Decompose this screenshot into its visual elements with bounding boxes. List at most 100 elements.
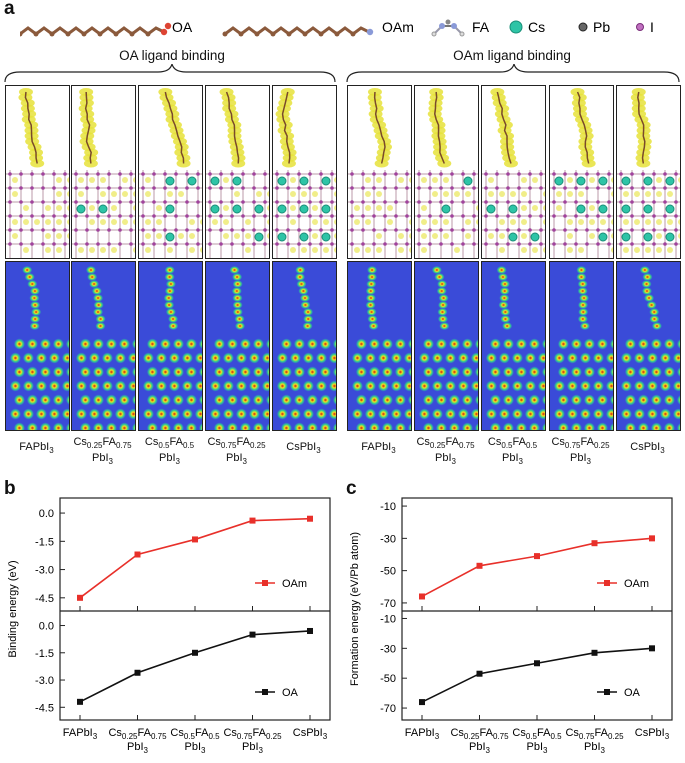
chart-c: Formation energy (eV/Pb atom) -10 -30 -50 -7… — [349, 497, 673, 755]
data-point-oa — [419, 699, 425, 706]
y-tick-label: -10 — [380, 613, 396, 625]
y-tick-label: -30 — [380, 643, 396, 655]
group-title-oam: OAm ligand binding — [453, 48, 571, 63]
data-point-oam — [534, 553, 540, 560]
structure-model — [138, 85, 203, 259]
y-tick-label: -50 — [380, 673, 396, 685]
composition-label: Cs0.25FA0.75 PbI3 — [416, 436, 475, 467]
legend-cs: Cs — [528, 19, 545, 35]
y-tick-label: 0.0 — [39, 621, 54, 633]
data-point-oa — [591, 649, 598, 656]
structure-model — [205, 85, 270, 259]
structure-model — [347, 85, 412, 259]
y-tick-label: 0.0 — [39, 508, 54, 520]
x-tick-label: FAPbI3 — [405, 727, 440, 741]
group-title-oa: OA ligand binding — [119, 48, 225, 63]
y-axis-label: Formation energy (eV/Pb atom) — [349, 532, 361, 686]
data-point-oa — [534, 660, 540, 667]
structure-model — [414, 85, 479, 259]
data-point-oam — [419, 593, 425, 600]
structure-model — [616, 85, 681, 259]
data-point-oam — [476, 562, 483, 569]
i-atom-icon — [636, 23, 644, 31]
charge-density-map — [71, 261, 136, 431]
x-tick-label: Cs0.25FA0.75 — [450, 727, 509, 741]
y-tick-label: -3.0 — [35, 565, 54, 577]
x-tick-label-line2: PbI3 — [127, 741, 149, 755]
y-tick-label: -70 — [380, 703, 396, 715]
oa-chain-icon — [20, 22, 172, 37]
charge-density-map — [5, 261, 70, 431]
structure-model — [71, 85, 136, 259]
legend-label: OA — [282, 687, 299, 699]
legend-marker — [262, 580, 268, 586]
composition-label: FAPbI3 — [361, 441, 396, 456]
data-point-oa — [307, 627, 313, 634]
oam-chain-icon — [222, 26, 374, 37]
charge-density-map — [205, 261, 270, 431]
structure-model — [5, 85, 70, 259]
composition-label: Cs0.5FA0.5 PbI3 — [144, 436, 195, 467]
x-tick-label: Cs0.75FA0.25 — [223, 727, 282, 741]
composition-label: Cs0.25FA0.75 PbI3 — [73, 436, 132, 467]
data-point-oam — [77, 594, 83, 601]
y-tick-label: -3.0 — [35, 675, 54, 687]
data-point-oam — [649, 535, 655, 542]
y-tick-label: -30 — [380, 533, 396, 545]
data-point-oa — [649, 645, 655, 652]
charge-density-map — [414, 261, 479, 431]
legend-label: OAm — [624, 578, 649, 590]
legend-label: OAm — [282, 578, 307, 590]
cs-atom-icon — [509, 20, 523, 34]
x-tick-label: Cs0.25FA0.75 — [108, 727, 167, 741]
x-tick-label-line2: PbI3 — [469, 741, 491, 755]
fa-molecule-icon — [431, 19, 465, 37]
charge-density-map — [272, 261, 337, 431]
charge-density-map — [347, 261, 412, 431]
legend-marker — [604, 580, 610, 586]
group-braces — [4, 64, 680, 83]
composition-label: Cs0.75FA0.25 PbI3 — [207, 436, 266, 467]
panel-a-letter: a — [4, 0, 15, 19]
x-tick-label: CsPbI3 — [293, 727, 328, 741]
composition-label: CsPbI3 — [630, 441, 665, 456]
x-tick-label-line2: PbI3 — [185, 741, 207, 755]
data-point-oam — [249, 517, 256, 524]
charge-density-map — [481, 261, 546, 431]
legend-fa: FA — [472, 19, 490, 35]
legend-oam: OAm — [382, 19, 414, 35]
legend-marker — [262, 689, 268, 695]
legend-i: I — [650, 19, 654, 35]
y-tick-label: -1.5 — [35, 536, 54, 548]
data-point-oam — [134, 551, 141, 558]
x-tick-label: Cs0.75FA0.25 — [565, 727, 624, 741]
brace-oa — [4, 64, 336, 83]
structure-model — [549, 85, 614, 259]
structure-model — [272, 85, 337, 259]
x-tick-label-line2: PbI3 — [584, 741, 606, 755]
y-tick-label: -10 — [380, 501, 396, 513]
composition-label: Cs0.5FA0.5 PbI3 — [487, 436, 538, 467]
y-tick-label: -70 — [380, 598, 396, 610]
x-tick-label: Cs0.5FA0.5 — [512, 727, 562, 741]
series-line-oa — [79, 630, 311, 703]
brace-oam — [346, 64, 680, 83]
data-point-oa — [192, 649, 198, 656]
data-point-oa — [77, 698, 83, 705]
data-point-oa — [134, 669, 141, 676]
x-tick-label-line2: PbI3 — [242, 741, 264, 755]
legend-oa: OA — [172, 19, 193, 35]
panel-c-letter: c — [346, 478, 357, 499]
y-tick-label: -4.5 — [35, 593, 54, 605]
series-line-oam — [79, 517, 311, 599]
pb-atom-icon — [578, 22, 588, 32]
y-tick-label: -4.5 — [35, 702, 54, 714]
composition-label: Cs0.75FA0.25 PbI3 — [551, 436, 610, 467]
panel-b-letter: b — [4, 478, 16, 499]
charge-density-map — [549, 261, 614, 431]
y-tick-label: -50 — [380, 566, 396, 578]
structure-model — [481, 85, 546, 259]
legend-label: OA — [624, 687, 641, 699]
data-point-oam — [591, 540, 598, 547]
data-point-oam — [307, 515, 313, 522]
